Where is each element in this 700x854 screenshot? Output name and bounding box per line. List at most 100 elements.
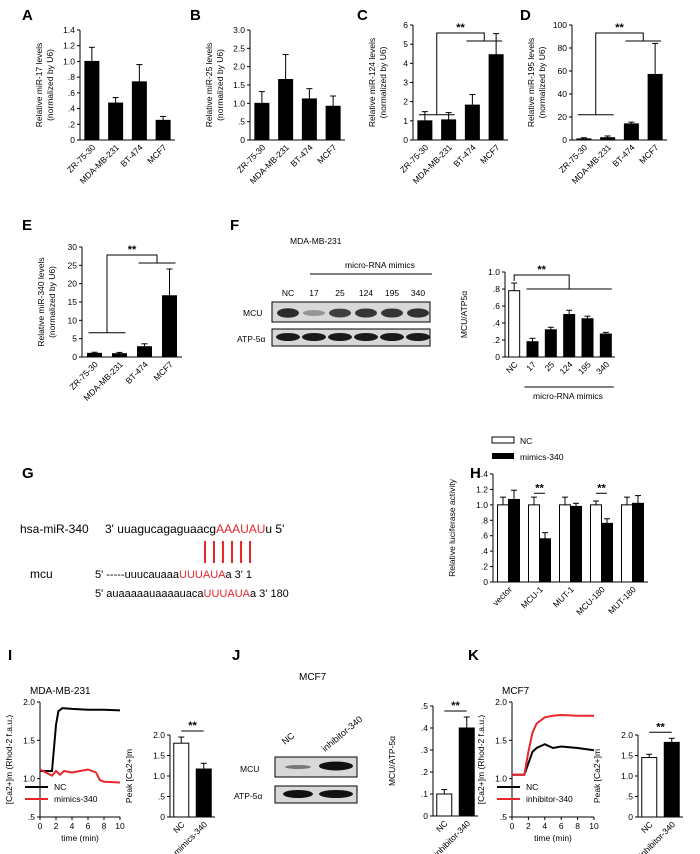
blot-j-band-atp-nc [283,790,313,798]
y-tick-label-J_bar-0: 0 [423,811,428,821]
x-tick-label-K_bar-0: NC [639,819,655,835]
blot-f-band-atp-0 [276,333,300,341]
seq-mir-seed: AAAUAU [216,522,265,536]
seq-site2-suffix: a 3' 180 [250,588,289,600]
y-tick-label-I_bar-3: 1.5 [153,751,165,761]
seq-site1-seed: UUUAUA [179,569,226,581]
chart-title-K_line: MCF7 [502,686,530,697]
y-tick-label-K_line-2: 1.5 [495,735,507,745]
blot-f-band-mcu-2 [329,308,351,318]
x-tick-label-F-1: 17 [524,359,538,373]
panel-letter-h: H [470,465,481,482]
x-tick-label-B-2: BT-474 [288,142,315,169]
sig-bracket-E [106,254,158,333]
y-tick-label-C-6: 6 [403,20,408,30]
y-tick-label-C-0: 0 [403,135,408,145]
chart-d: 0 20 40 60 80 100 Relative miR-195 levels (norm… [526,20,667,186]
bar-A-0 [84,60,100,141]
chart-c: 0 1 2 3 4 5 6 Relative miR-124 levels (normalize… [367,20,508,186]
y-tick-label-D-5: 100 [553,20,567,30]
y-tick-label-H-3: .6 [481,531,488,541]
bar-H-mimics-340-4 [632,502,644,583]
sig-star-K_bar: ** [656,721,665,733]
y-axis-label-A: Relative miR-17 levels [34,43,44,128]
y-tick-label-F-4: .8 [493,284,500,294]
bar-D-0 [576,138,592,141]
bar-B-2 [301,98,317,141]
sig-star-J_bar: ** [451,700,460,712]
bar-F-3 [563,314,576,358]
bar-H-mimics-340-3 [601,522,613,583]
x-tick-label-K_line-4: 8 [575,821,580,831]
legend-label-K_line-0: NC [526,782,538,792]
blot-f-band-mcu-3 [355,308,377,318]
x-tick-label-A-2: BT-474 [118,142,145,169]
y-tick-label-E-5: 25 [68,260,78,270]
seq-mir-line: 3' uuagucagaguaacgAAAUAUu 5' [105,522,284,536]
legend-label-I_line-1: mimics-340 [54,794,98,804]
bar-J_bar-0 [436,793,453,817]
y-tick-label-J_bar-1: .1 [421,789,428,799]
y-tick-label-H-7: 1.4 [476,469,488,479]
y-tick-label-J_bar-5: .5 [421,701,428,711]
y-tick-label-H-1: .2 [481,562,488,572]
blot-f-band-atp-5 [406,333,430,341]
seq-site2-seed: UUUAUA [204,588,251,600]
y-tick-label-D-1: 20 [558,112,568,122]
series-line-K_line-1 [512,713,594,776]
y-tick-label-B-4: 2.0 [233,62,245,72]
blot-f-lane-5: 340 [411,288,425,298]
y-axis-label-J_bar: MCU/ATP-5α [387,736,397,786]
y-tick-label-I_bar-1: .5 [158,792,165,802]
seq-gene-name: mcu [30,567,53,581]
y-tick-label-I_bar-0: 0 [160,812,165,822]
y-tick-label-I_line-1: 1.0 [23,774,35,784]
x-tick-label-I_line-4: 8 [102,821,107,831]
y-axis-label-K_bar: Peak [Ca2+]m [592,749,602,803]
sig-star-I_bar: ** [188,720,197,732]
bar-H-NC-3 [590,504,602,583]
bar-C-0 [417,120,433,141]
x-tick-label-H-0: vector [490,584,514,608]
bar-D-3 [647,73,663,141]
x-tick-label-I_line-2: 4 [70,821,75,831]
legend-h-nc-label: NC [520,436,532,446]
y-axis-label2-D: (normalized by U6) [537,46,547,118]
y-tick-label-E-6: 30 [68,242,78,252]
x-tick-label-C-3: MCF7 [478,142,502,166]
panel-letter-f: F [230,217,239,234]
x-tick-label-F-3: 124 [557,359,574,376]
x-tick-label-I_line-1: 2 [54,821,59,831]
y-tick-label-J_bar-4: .4 [421,723,428,733]
blot-f-band-atp-3 [354,333,378,341]
blot-f-lane-0: NC [282,288,294,298]
seq-site2-prefix: 5' auaaaaauaaaauaca [95,588,204,600]
seed-pairing-lines [204,541,251,563]
x-tick-label-F-4: 195 [576,359,593,376]
y-tick-label-F-0: 0 [495,352,500,362]
x-tick-label-H-1: MCU-1 [519,584,545,610]
x-group-label-F: micro-RNA mimics [533,391,603,401]
western-blot-f: MDA-MB-231 micro-RNA mimics NC 17 25 124 195… [237,236,432,347]
y-axis-label2-B: (normalized by U6) [215,49,225,121]
sig-star-D: ** [615,22,624,34]
seq-site1-prefix: 5' -----uuucauaaa [95,569,180,581]
y-tick-label-K_bar-4: 2.0 [621,730,633,740]
bar-A-2 [131,81,147,141]
y-tick-label-E-4: 20 [68,279,78,289]
x-tick-label-I_line-5: 10 [115,821,125,831]
y-tick-label-B-3: 1.5 [233,80,245,90]
y-tick-label-A-7: 1.4 [63,25,75,35]
blot-f-lane-2: 25 [335,288,345,298]
blot-j-band-atp-inhibitor [319,790,353,798]
bar-I_bar-0 [173,742,190,818]
legend-label-I_line-0: NC [54,782,66,792]
legend-label-K_line-1: inhibitor-340 [526,794,573,804]
chart-f: 0 .2 .4 .6 .8 1.0 MCU/ATP5α NC 17 25 124 195 340 ** mi… [459,264,615,401]
y-axis-label-H: Relative luciferase activity [447,478,457,577]
bar-H-NC-4 [621,504,633,583]
blot-j-row-atp: ATP-5α [234,791,262,801]
y-tick-label-C-5: 5 [403,39,408,49]
